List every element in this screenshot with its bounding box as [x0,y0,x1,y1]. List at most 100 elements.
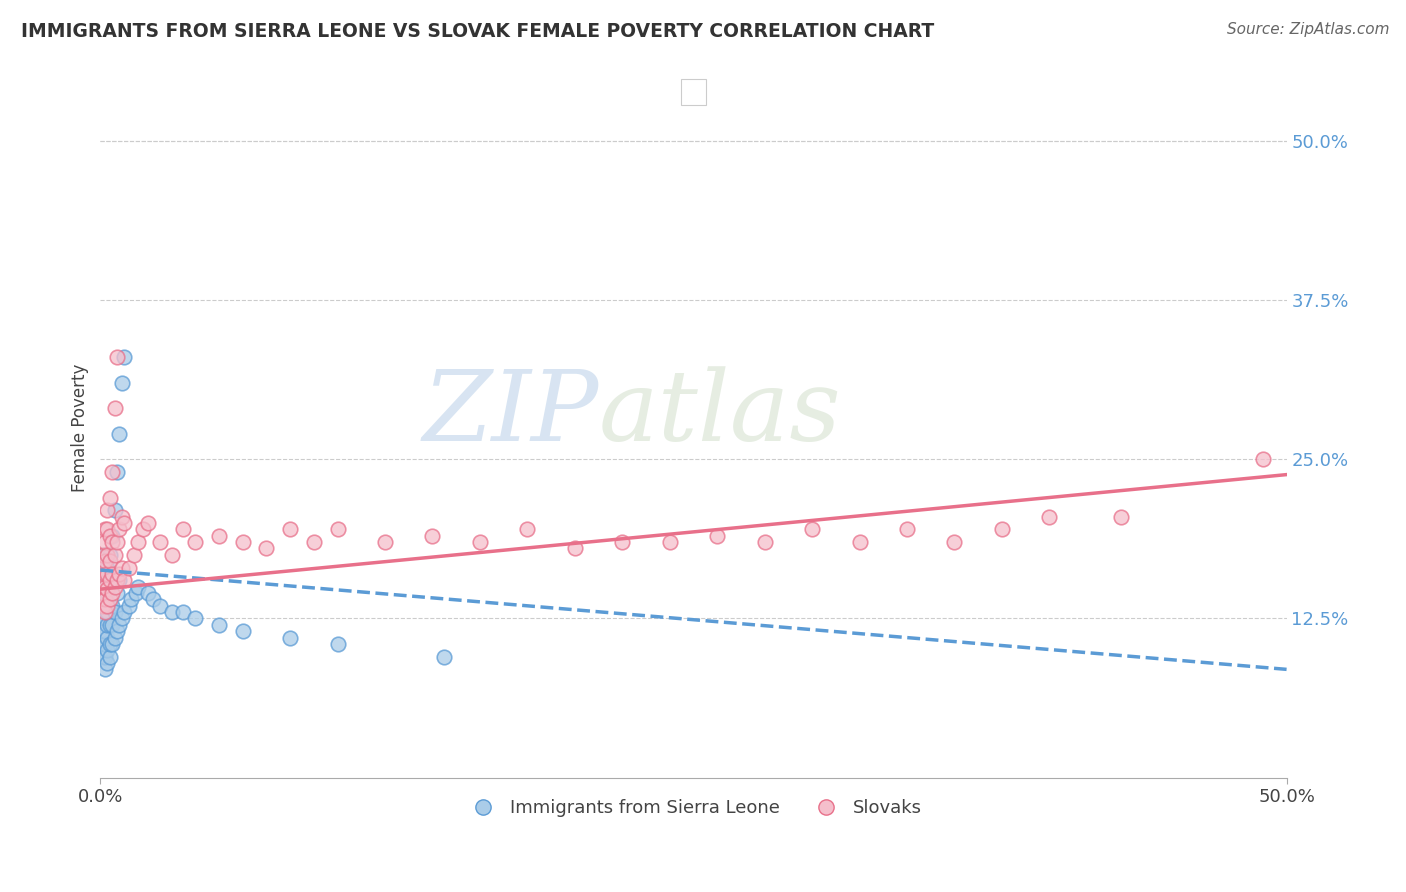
Point [98,554,121,568]
Point [98,592,121,607]
Point [326,522,349,536]
Point [101,566,124,581]
Point [94,548,117,562]
Point [101,574,124,588]
Point [896,522,918,536]
Point [98,529,121,543]
Point [111,560,134,574]
Point [94,580,117,594]
Point [111,611,134,625]
Point [658,535,681,549]
Point [91,624,114,639]
Point [91,649,114,664]
Point [516,522,538,536]
Text: ZIP: ZIP [422,366,599,461]
Point [91,548,114,562]
Point [105,624,128,639]
Point [108,617,131,632]
Point [96,582,118,596]
Point [374,535,396,549]
Point [98,649,121,664]
Point [111,509,134,524]
Point [160,605,183,619]
Point [91,637,114,651]
Point [94,586,117,600]
Point [91,566,114,581]
Point [232,624,254,639]
Point [94,599,117,613]
Point [278,631,301,645]
Point [108,426,131,441]
Point [98,574,121,588]
Point [96,631,118,645]
Point [91,560,114,574]
Point [105,535,128,549]
Point [91,599,114,613]
Point [98,491,121,505]
Point [91,599,114,613]
Point [564,541,586,556]
Point [101,535,124,549]
Point [103,503,125,517]
Point [94,624,117,639]
Point [1109,509,1132,524]
Point [105,351,128,365]
Point [94,649,117,664]
Point [103,631,125,645]
Point [991,522,1014,536]
Point [94,560,117,574]
Point [254,541,277,556]
Point [108,574,131,588]
Point [91,548,114,562]
Point [96,574,118,588]
Point [112,351,135,365]
Point [105,465,128,479]
Point [101,529,124,543]
Point [101,586,124,600]
Point [943,535,966,549]
Point [103,401,125,416]
Point [706,529,728,543]
Point [232,535,254,549]
Point [149,599,172,613]
Point [160,548,183,562]
Point [98,637,121,651]
Point [96,522,118,536]
Point [326,637,349,651]
Point [101,599,124,613]
Point [94,535,117,549]
Point [112,605,135,619]
Point [103,580,125,594]
Point [98,617,121,632]
Point [112,516,135,530]
Point [848,535,870,549]
Text: atlas: atlas [599,366,841,461]
Point [96,503,118,517]
Point [278,522,301,536]
Point [94,611,117,625]
Point [101,465,124,479]
Point [122,548,145,562]
Legend: Immigrants from Sierra Leone, Slovaks: Immigrants from Sierra Leone, Slovaks [458,792,929,824]
Point [91,586,114,600]
Point [208,529,231,543]
Point [103,605,125,619]
Point [98,580,121,594]
Point [91,611,114,625]
Point [96,643,118,657]
Point [1251,452,1274,467]
Y-axis label: Female Poverty: Female Poverty [72,363,89,491]
Point [141,592,163,607]
Point [108,566,131,581]
Point [96,617,118,632]
Point [98,599,121,613]
Point [103,574,125,588]
Point [94,605,117,619]
Point [184,535,207,549]
Point [96,566,118,581]
Point [101,617,124,632]
Point [94,554,117,568]
Point [172,522,194,536]
Point [91,574,114,588]
Point [94,574,117,588]
